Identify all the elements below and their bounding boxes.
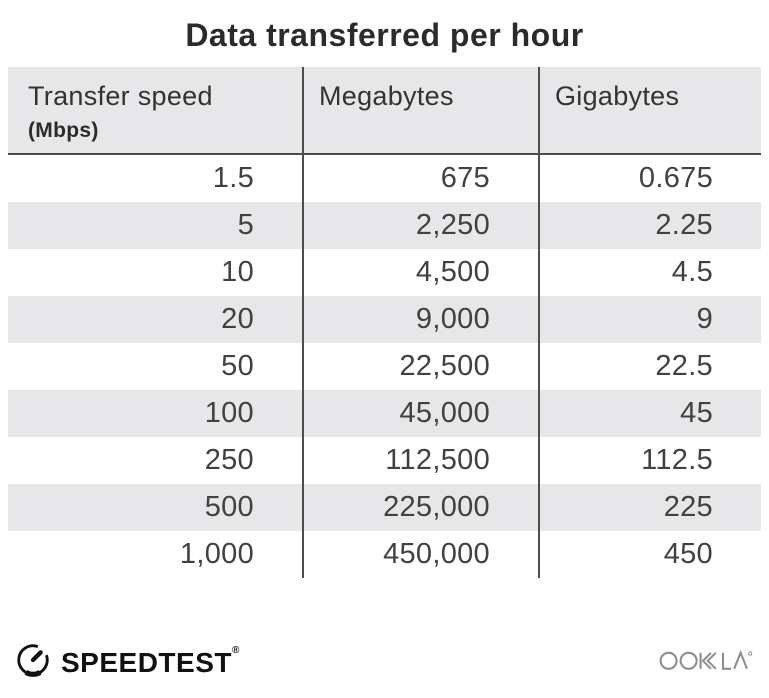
- table-cell: 20: [8, 296, 302, 343]
- table-cell: 1.5: [8, 155, 302, 202]
- table-cell: 9: [538, 296, 761, 343]
- table-cell: 45,000: [302, 390, 538, 437]
- page-title: Data transferred per hour: [185, 17, 584, 53]
- column-header-transfer-speed: Transfer speed (Mbps): [8, 67, 302, 155]
- ookla-logo-icon: [659, 645, 755, 680]
- table-cell: 4.5: [538, 249, 761, 296]
- table-cell: 9,000: [302, 296, 538, 343]
- column-header-megabytes: Megabytes: [302, 67, 538, 155]
- footer: SPEEDTEST®: [0, 641, 769, 684]
- table-cell: 675: [302, 155, 538, 202]
- table-cell: 22.5: [538, 343, 761, 390]
- table-cell: 45: [538, 390, 761, 437]
- table-cell: 2,250: [302, 202, 538, 249]
- table-cell: 450,000: [302, 531, 538, 578]
- column-header-label: Gigabytes: [555, 81, 680, 111]
- table-cell: 1,000: [8, 531, 302, 578]
- column-header-label: Megabytes: [319, 81, 454, 111]
- table-cell: 225: [538, 484, 761, 531]
- table-cell: 500: [8, 484, 302, 531]
- speedtest-wordmark: SPEEDTEST®: [61, 644, 240, 678]
- table-cell: 2.25: [538, 202, 761, 249]
- table-cell: 112,500: [302, 437, 538, 484]
- table-cell: 22,500: [302, 343, 538, 390]
- column-header-unit: (Mbps): [28, 119, 99, 142]
- speedtest-logo: SPEEDTEST®: [14, 641, 240, 684]
- table-cell: 0.675: [538, 155, 761, 202]
- registered-trademark: ®: [231, 644, 240, 656]
- table-cell: 112.5: [538, 437, 761, 484]
- data-table: Transfer speed (Mbps) Megabytes Gigabyte…: [8, 67, 761, 578]
- table-cell: 225,000: [302, 484, 538, 531]
- ookla-logo: [659, 645, 755, 680]
- table-cell: 10: [8, 249, 302, 296]
- column-header-label: Transfer speed: [28, 81, 213, 111]
- speedtest-gauge-icon: [14, 641, 52, 684]
- table-cell: 50: [8, 343, 302, 390]
- table-cell: 250: [8, 437, 302, 484]
- table-cell: 5: [8, 202, 302, 249]
- table-cell: 100: [8, 390, 302, 437]
- table-cell: 450: [538, 531, 761, 578]
- column-header-gigabytes: Gigabytes: [538, 67, 761, 155]
- table-cell: 4,500: [302, 249, 538, 296]
